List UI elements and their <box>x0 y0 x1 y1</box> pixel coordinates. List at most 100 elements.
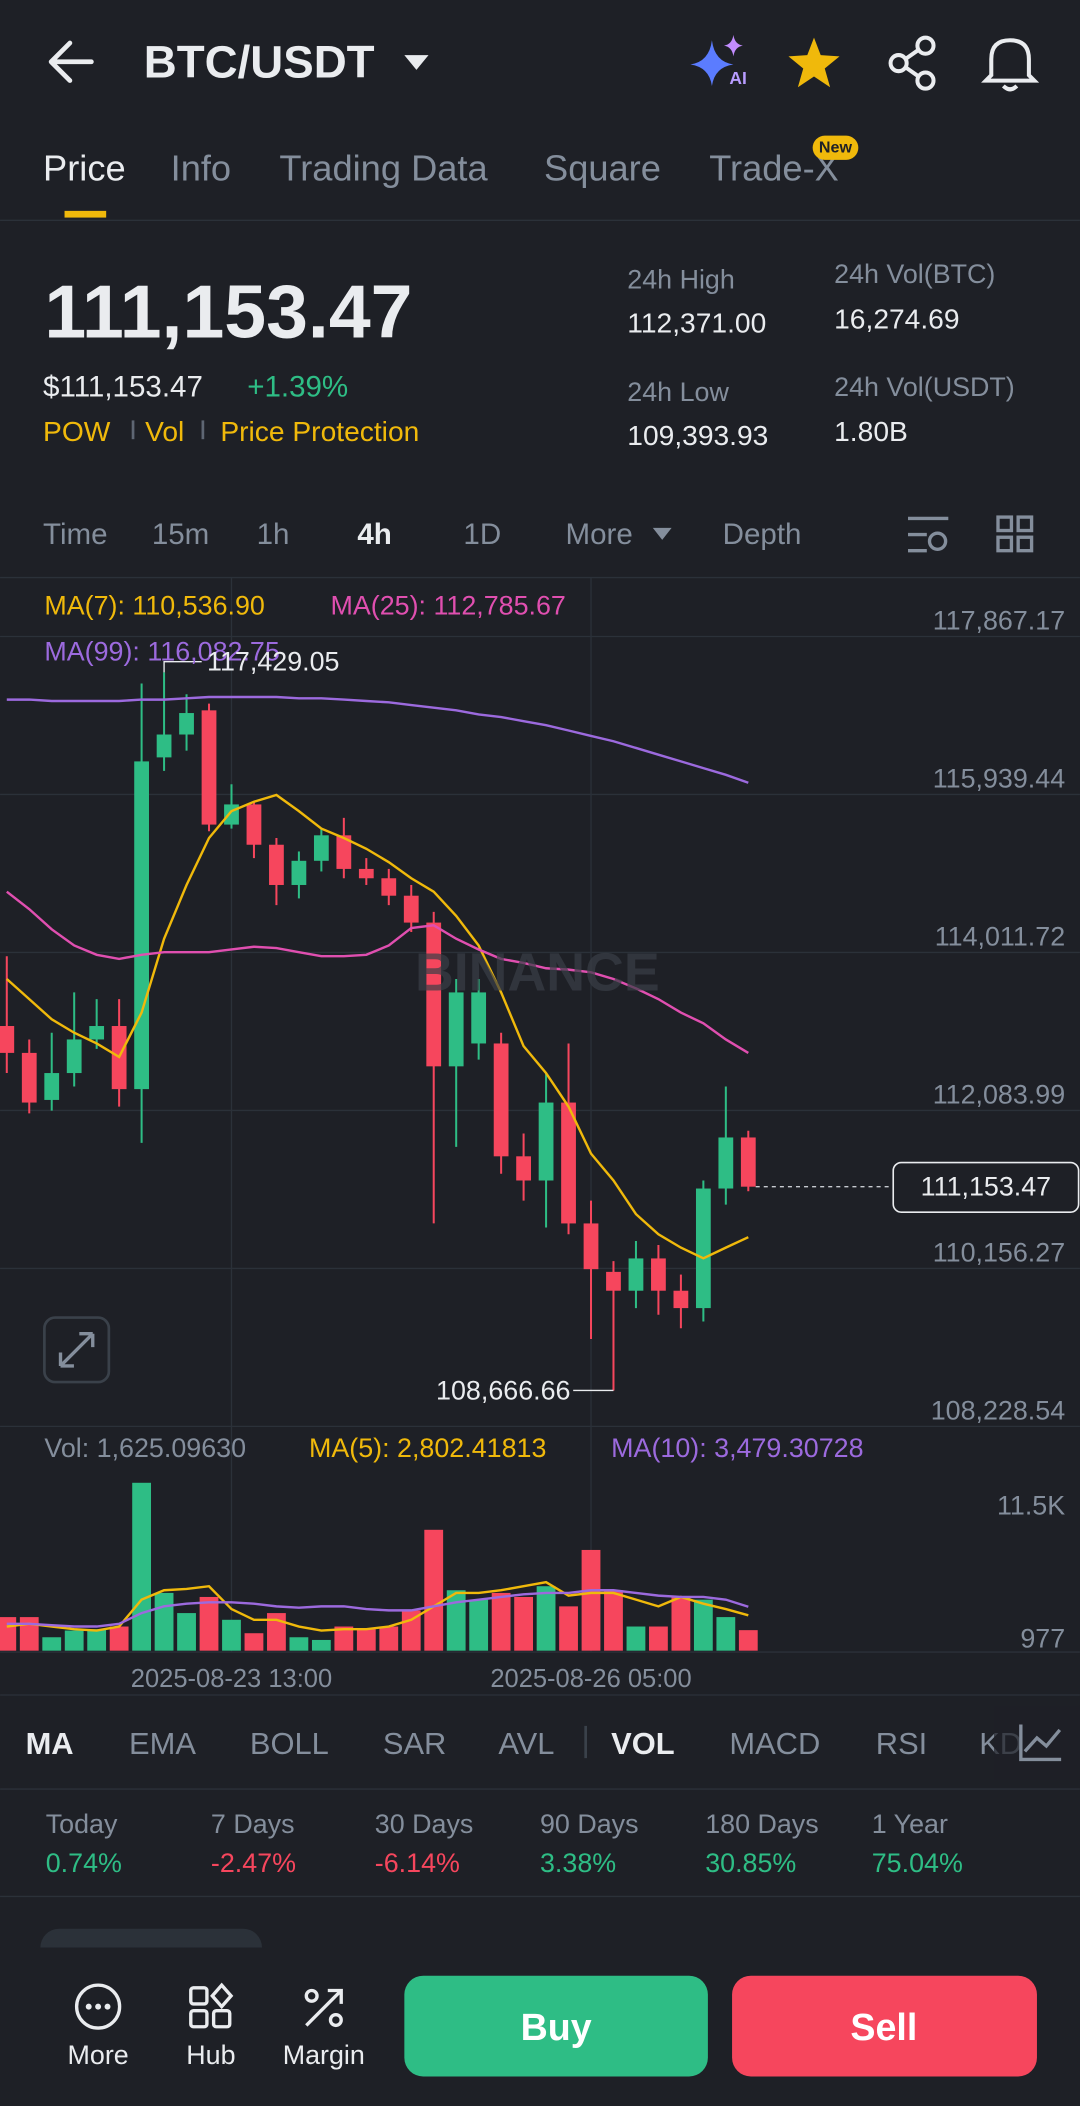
performance-value: -2.47% <box>211 1848 296 1878</box>
indicator-tab[interactable]: MACD <box>729 1726 820 1761</box>
candle-body <box>179 713 194 735</box>
buy-label[interactable]: Buy <box>521 2006 592 2048</box>
tag[interactable]: POW <box>43 415 111 447</box>
x-tick-label: 2025-08-26 05:00 <box>490 1665 691 1693</box>
interval[interactable]: Depth <box>723 518 802 551</box>
tab[interactable]: Square <box>544 147 661 188</box>
candle-body <box>673 1290 689 1309</box>
indicator-tab[interactable]: EMA <box>129 1726 196 1761</box>
ma-line <box>5 793 749 1260</box>
chart-settings-icon[interactable] <box>908 516 949 553</box>
candle-body <box>291 860 307 885</box>
indicator-tab[interactable]: AVL <box>498 1726 554 1761</box>
interval[interactable]: More <box>566 518 633 551</box>
interval[interactable]: Time <box>43 518 108 551</box>
candle-body <box>156 734 172 758</box>
candle-body <box>358 868 374 879</box>
pair-title[interactable]: BTC/USDT <box>144 36 375 87</box>
margin-icon[interactable] <box>304 1988 343 2028</box>
badge-bg <box>812 135 859 160</box>
favorite-star[interactable] <box>788 37 840 88</box>
ai-icon[interactable]: AI <box>690 34 747 88</box>
last-price-box <box>892 1161 1080 1214</box>
indicator-tab[interactable]: BOLL <box>250 1726 329 1761</box>
volume-bar <box>738 1630 758 1651</box>
action-label[interactable]: More <box>68 2040 129 2070</box>
interval[interactable]: 1h <box>257 518 290 551</box>
tab[interactable]: Price <box>43 147 126 188</box>
performance-value: 3.38% <box>540 1848 616 1878</box>
candle-body <box>224 804 239 825</box>
performance-label: Today <box>46 1809 118 1839</box>
candle-body <box>44 1073 60 1100</box>
candle-body <box>201 710 217 825</box>
candle-body <box>471 992 487 1044</box>
indicator-separator <box>584 1725 588 1759</box>
volume-bar <box>19 1617 39 1651</box>
interval[interactable]: 1D <box>463 518 501 551</box>
volume-bar <box>626 1626 646 1651</box>
tag-separator <box>201 420 205 440</box>
pair-dropdown[interactable] <box>404 55 429 70</box>
candle-body <box>426 922 442 1067</box>
performance-label: 180 Days <box>705 1809 818 1839</box>
buy-button[interactable] <box>404 1975 708 2077</box>
stat-value: 112,371.00 <box>627 306 766 338</box>
volume-bar <box>132 1482 152 1651</box>
tag[interactable]: Vol <box>145 415 184 447</box>
performance-label: 30 Days <box>375 1809 474 1839</box>
volume-bar <box>424 1529 444 1651</box>
volume-ma-line <box>6 1580 749 1632</box>
more-icon[interactable] <box>74 1983 122 2030</box>
share-icon[interactable] <box>888 35 936 91</box>
volume-bar <box>693 1599 713 1651</box>
back-button[interactable] <box>48 40 94 83</box>
interval[interactable]: 4h <box>357 518 391 551</box>
legend-entry: MA(10): 3,479.30728 <box>611 1433 863 1463</box>
indicator-tab[interactable]: RSI <box>876 1726 927 1761</box>
layout-icon[interactable] <box>996 515 1034 553</box>
price-change: +1.39% <box>247 370 348 403</box>
indicator-tab[interactable]: VOL <box>611 1726 674 1761</box>
legend-entry: Vol: 1,625.09630 <box>44 1433 246 1463</box>
candle-body <box>134 761 149 1090</box>
candle-body <box>740 1137 756 1187</box>
volume-bar <box>87 1629 107 1651</box>
candle-body <box>269 844 284 885</box>
sell-label[interactable]: Sell <box>850 2006 917 2048</box>
candle-body <box>313 835 329 861</box>
legend-entry: MA(25): 112,785.67 <box>330 591 565 621</box>
indicator-tab[interactable]: MA <box>26 1726 74 1761</box>
more-dots <box>85 2003 111 2010</box>
hub-icon[interactable] <box>189 1982 234 2029</box>
tag-separator <box>131 420 135 440</box>
alert-bell[interactable] <box>981 38 1040 92</box>
action-label[interactable]: Hub <box>186 2040 235 2070</box>
tab[interactable]: Info <box>171 147 231 188</box>
action-label[interactable]: Margin <box>283 2040 365 2070</box>
candle-body <box>66 1039 82 1074</box>
y-tick-label: 11.5K <box>997 1490 1065 1520</box>
fullscreen-button[interactable] <box>43 1316 111 1384</box>
candle-body <box>336 835 352 869</box>
volume-bar <box>356 1629 376 1651</box>
volume-bar <box>446 1590 466 1651</box>
more-dropdown[interactable] <box>652 527 672 540</box>
sell-button[interactable] <box>732 1975 1037 2077</box>
tab[interactable]: Trading Data <box>279 147 488 188</box>
indicator-tab[interactable]: SAR <box>383 1726 446 1761</box>
active-tab-indicator <box>64 210 107 218</box>
volume-bar <box>671 1596 691 1651</box>
y-tick-label: 114,011.72 <box>935 921 1065 951</box>
new-badge: New <box>819 139 853 157</box>
tag[interactable]: Price Protection <box>220 415 419 447</box>
candle-body <box>89 1026 105 1040</box>
candle-body <box>21 1052 37 1103</box>
legend-entry: MA(7): 110,536.90 <box>44 591 264 621</box>
indicator-settings-icon[interactable] <box>1019 1724 1062 1762</box>
volume-bar <box>177 1613 196 1651</box>
interval[interactable]: 15m <box>152 518 209 551</box>
volume-ma-line <box>6 1589 749 1628</box>
